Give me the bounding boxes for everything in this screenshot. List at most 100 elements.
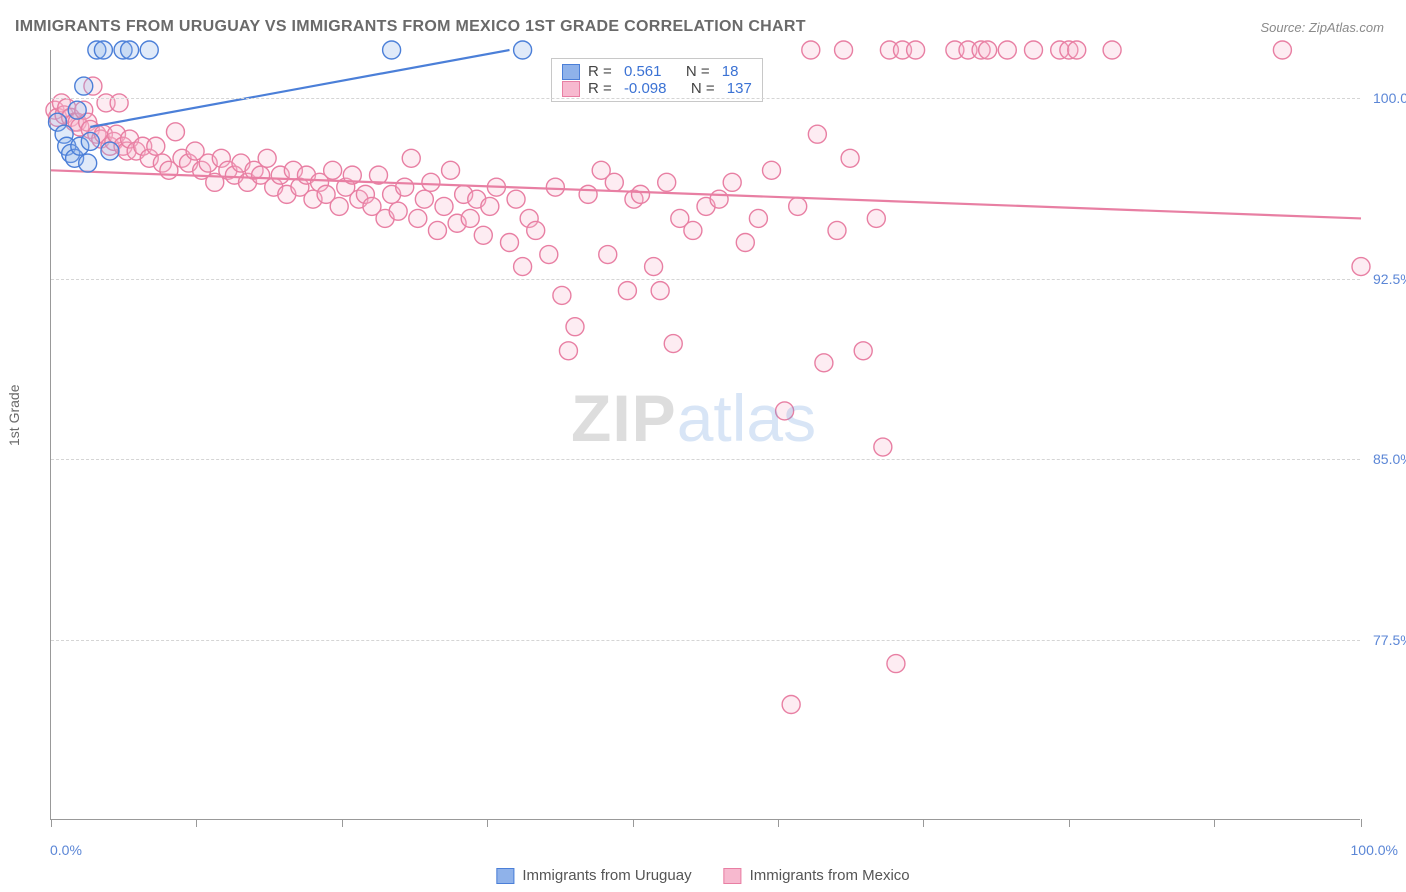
data-point <box>835 41 853 59</box>
data-point <box>396 178 414 196</box>
gridline <box>51 98 1360 99</box>
data-point <box>710 190 728 208</box>
data-point <box>723 173 741 191</box>
data-point <box>324 161 342 179</box>
data-point <box>887 655 905 673</box>
x-tick <box>633 819 634 827</box>
data-point <box>442 161 460 179</box>
data-point <box>461 209 479 227</box>
swatch-uruguay <box>562 64 580 80</box>
source-attribution: Source: ZipAtlas.com <box>1260 20 1384 35</box>
x-tick <box>778 819 779 827</box>
data-point <box>763 161 781 179</box>
data-point <box>651 282 669 300</box>
data-point <box>514 41 532 59</box>
swatch-uruguay-b <box>496 868 514 884</box>
x-tick <box>1069 819 1070 827</box>
data-point <box>841 149 859 167</box>
data-point <box>645 258 663 276</box>
data-point <box>75 77 93 95</box>
x-tick <box>923 819 924 827</box>
gridline <box>51 459 1360 460</box>
data-point <box>802 41 820 59</box>
legend-item-mexico: Immigrants from Mexico <box>724 867 910 884</box>
swatch-mexico-b <box>724 868 742 884</box>
data-point <box>435 197 453 215</box>
data-point <box>998 41 1016 59</box>
data-point <box>540 246 558 264</box>
x-tick <box>1214 819 1215 827</box>
r-label-0: R = <box>588 63 616 80</box>
n-label-1: N = <box>691 80 719 97</box>
data-point <box>383 41 401 59</box>
data-point <box>258 149 276 167</box>
legend-label-uruguay: Immigrants from Uruguay <box>522 867 691 884</box>
data-point <box>632 185 650 203</box>
data-point <box>566 318 584 336</box>
data-point <box>736 234 754 252</box>
r-label-1: R = <box>588 80 616 97</box>
data-point <box>553 286 571 304</box>
data-point <box>481 197 499 215</box>
data-point <box>166 123 184 141</box>
legend-row-uruguay: R = 0.561 N = 18 <box>562 63 752 80</box>
legend-row-mexico: R = -0.098 N = 137 <box>562 80 752 97</box>
data-point <box>81 132 99 150</box>
data-point <box>599 246 617 264</box>
n-label-0: N = <box>686 63 714 80</box>
data-point <box>110 94 128 112</box>
data-point <box>559 342 577 360</box>
plot-area: ZIPatlas R = 0.561 N = 18 R = -0.098 N =… <box>50 50 1360 820</box>
data-point <box>1025 41 1043 59</box>
trend-line <box>90 50 509 127</box>
data-point <box>501 234 519 252</box>
data-point <box>579 185 597 203</box>
r-value-0: 0.561 <box>624 63 662 80</box>
y-tick-label: 92.5% <box>1365 271 1406 287</box>
data-point <box>330 197 348 215</box>
data-point <box>658 173 676 191</box>
data-point <box>854 342 872 360</box>
data-point <box>402 149 420 167</box>
chart-title: IMMIGRANTS FROM URUGUAY VS IMMIGRANTS FR… <box>15 18 806 36</box>
data-point <box>664 335 682 353</box>
data-point <box>808 125 826 143</box>
x-axis-max-label: 100.0% <box>1351 842 1398 858</box>
r-value-1: -0.098 <box>624 80 667 97</box>
data-point <box>546 178 564 196</box>
data-point <box>94 41 112 59</box>
data-point <box>828 221 846 239</box>
data-point <box>684 221 702 239</box>
data-point <box>874 438 892 456</box>
data-point <box>428 221 446 239</box>
x-tick <box>1361 819 1362 827</box>
data-point <box>605 173 623 191</box>
data-point <box>68 101 86 119</box>
data-point <box>422 173 440 191</box>
x-tick <box>487 819 488 827</box>
data-point <box>140 41 158 59</box>
data-point <box>907 41 925 59</box>
swatch-mexico <box>562 81 580 97</box>
legend-item-uruguay: Immigrants from Uruguay <box>496 867 691 884</box>
y-tick-label: 100.0% <box>1365 90 1406 106</box>
data-point <box>409 209 427 227</box>
y-axis-label: 1st Grade <box>6 385 22 446</box>
data-point <box>789 197 807 215</box>
series-legend: Immigrants from Uruguay Immigrants from … <box>496 867 909 884</box>
data-point <box>121 41 139 59</box>
data-point <box>815 354 833 372</box>
data-point <box>782 696 800 714</box>
data-point <box>1103 41 1121 59</box>
data-point <box>1068 41 1086 59</box>
data-point <box>79 154 97 172</box>
data-point <box>527 221 545 239</box>
data-point <box>389 202 407 220</box>
x-tick <box>342 819 343 827</box>
gridline <box>51 640 1360 641</box>
x-tick <box>51 819 52 827</box>
data-point <box>474 226 492 244</box>
source-value: ZipAtlas.com <box>1309 20 1384 35</box>
n-value-0: 18 <box>722 63 739 80</box>
x-tick <box>196 819 197 827</box>
